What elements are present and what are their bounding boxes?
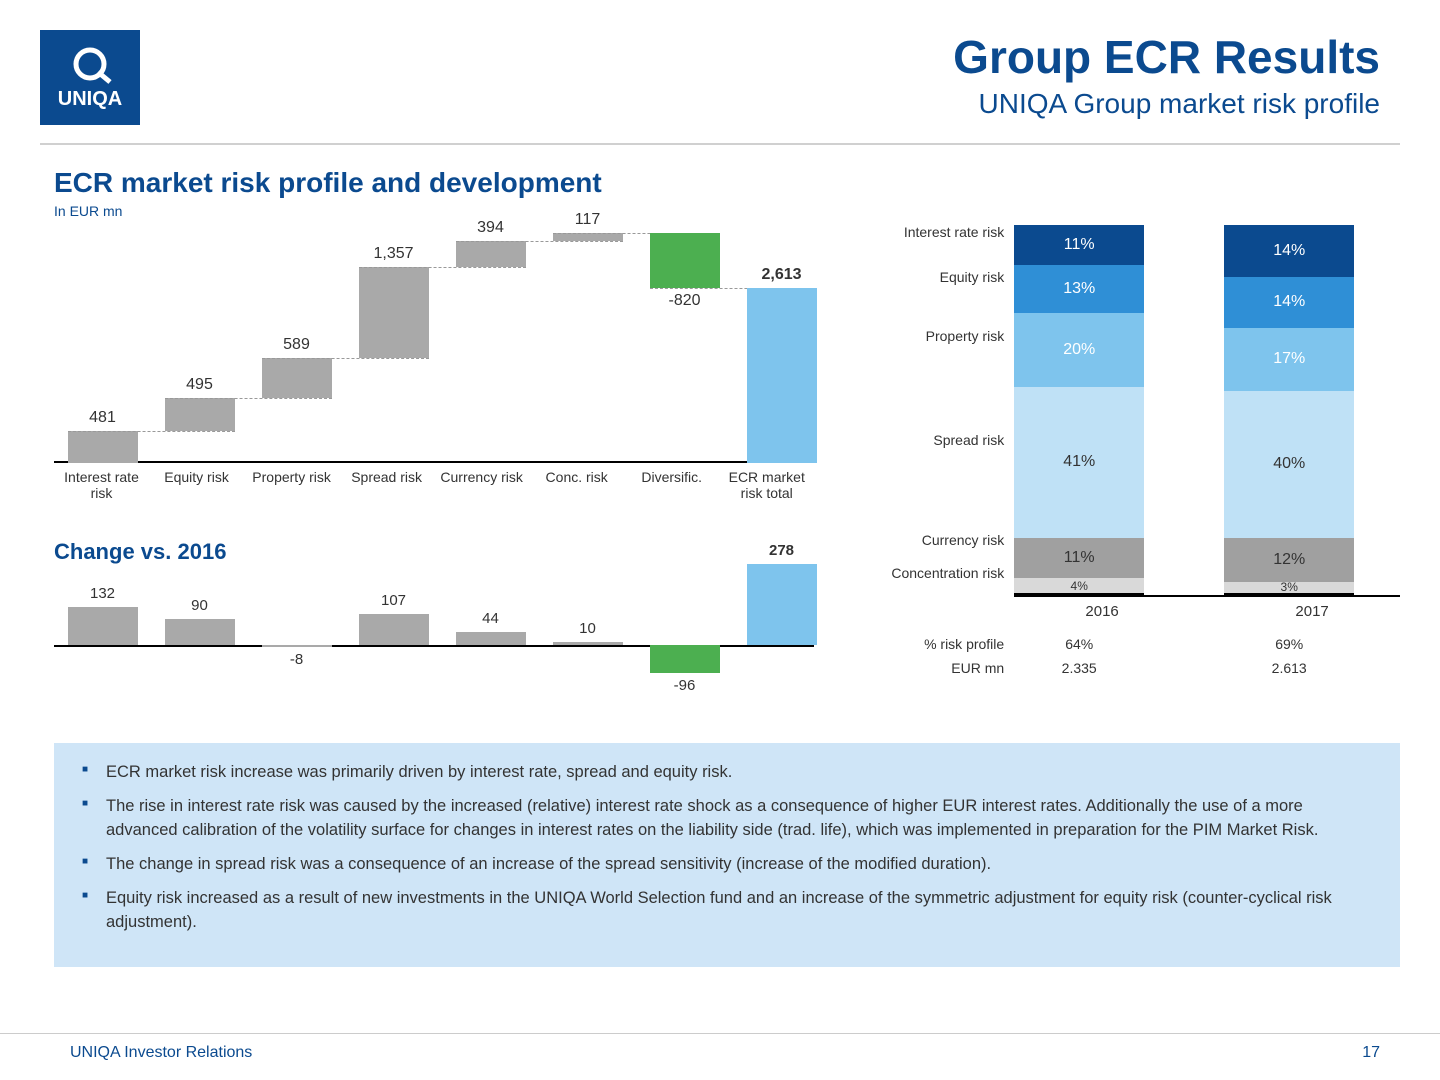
change-bar [262,645,332,647]
change-bar [165,619,235,645]
waterfall-connector [68,431,235,432]
waterfall-bar [553,233,623,241]
brand-logo: UNIQA [40,30,140,125]
waterfall-connector [262,358,429,359]
logo-glyph-icon [68,44,112,84]
stacked-segment: 11% [1014,538,1144,578]
waterfall-category: Spread risk [339,469,434,501]
change-value: 44 [446,610,536,627]
footer-left: UNIQA Investor Relations [70,1044,252,1062]
waterfall-bar [262,358,332,397]
waterfall-category: Conc. risk [529,469,624,501]
waterfall-bar [68,431,138,463]
stacked-segment: 41% [1014,387,1144,538]
change-bar [68,607,138,645]
change-value: 132 [58,585,148,602]
change-bar [553,642,623,645]
note-item: ECR market risk increase was primarily d… [82,761,1372,785]
change-chart-title: Change vs. 2016 [54,539,814,565]
stacked-segment-label: Equity risk [854,269,1004,285]
footer-page: 17 [1362,1044,1380,1062]
stacked-segment: 4% [1014,578,1144,593]
waterfall-category: Diversific. [624,469,719,501]
waterfall-connector [359,267,526,268]
change-bar [650,645,720,673]
change-chart: 13290-81074410-96278 [54,575,814,715]
waterfall-category: Interest rate risk [54,469,149,501]
stacked-bars: 11%13%20%41%11%4%14%14%17%40%12%3% [1014,225,1354,595]
stacked-year-row: 2016 2017 [1014,603,1400,620]
stacked-segment-label: Currency risk [854,532,1004,548]
note-item: The rise in interest rate risk was cause… [82,795,1372,843]
waterfall-value: 394 [446,219,536,237]
section-title: ECR market risk profile and development [54,167,1400,199]
change-value: 278 [737,542,827,559]
stacked-segment: 3% [1224,582,1354,593]
change-value: -8 [252,651,342,668]
waterfall-category: Equity risk [149,469,244,501]
stacked-segment-label: Property risk [854,328,1004,344]
waterfall-bar [650,233,720,288]
section-unit: In EUR mn [54,203,1400,219]
waterfall-category: Property risk [244,469,339,501]
change-bar [747,564,817,645]
change-value: 107 [349,592,439,609]
change-value: 90 [155,597,245,614]
stacked-segment-label: Interest rate risk [854,224,1004,240]
stacked-year-label: 2017 [1247,603,1377,620]
risk-profile-value: 69% [1224,636,1354,652]
stacked-segment: 13% [1014,265,1144,313]
stacked-segment-label: Concentration risk [854,565,1004,581]
note-item: Equity risk increased as a result of new… [82,887,1372,935]
change-bar [359,614,429,645]
change-value: 10 [543,620,633,637]
waterfall-connector [456,241,623,242]
waterfall-xaxis: Interest rate riskEquity riskProperty ri… [54,469,814,501]
waterfall-bar [359,267,429,358]
note-item: The change in spread risk was a conseque… [82,853,1372,877]
stacked-segment: 20% [1014,313,1144,387]
risk-profile-label: % risk profile [854,636,1014,652]
page-title: Group ECR Results [953,30,1380,84]
waterfall-value: 117 [543,211,633,229]
stacked-bar: 14%14%17%40%12%3% [1224,225,1354,595]
brand-name: UNIQA [58,88,122,111]
waterfall-bar [747,288,817,463]
stacked-year-label: 2016 [1037,603,1167,620]
page-subtitle: UNIQA Group market risk profile [953,88,1380,120]
stacked-bar: 11%13%20%41%11%4% [1014,225,1144,595]
stacked-segment: 14% [1224,277,1354,329]
waterfall-category: Currency risk [434,469,529,501]
waterfall-value: -820 [640,292,730,310]
waterfall-bar [165,398,235,431]
notes-list: ECR market risk increase was primarily d… [82,761,1372,935]
eur-values: 2.335 2.613 [1014,660,1354,676]
waterfall-value: 2,613 [737,266,827,284]
change-bar [456,632,526,645]
waterfall-bar [456,241,526,267]
notes-box: ECR market risk increase was primarily d… [54,743,1400,967]
waterfall-value: 589 [252,336,342,354]
risk-profile-value: 64% [1014,636,1144,652]
stacked-segment: 17% [1224,328,1354,391]
stacked-segment: 12% [1224,538,1354,582]
stacked-segment: 11% [1014,225,1144,265]
stacked-segment: 40% [1224,391,1354,538]
risk-profile-values: 64% 69% [1014,636,1354,652]
stacked-segment-labels: Interest rate risk Equity risk Property ri… [854,225,1014,595]
eur-value: 2.613 [1224,660,1354,676]
waterfall-chart: 4814955891,357394117-8202,613 [54,233,814,463]
waterfall-category: ECR market risk total [719,469,814,501]
stacked-segment: 14% [1224,225,1354,277]
waterfall-value: 481 [58,409,148,427]
change-value: -96 [640,677,730,694]
waterfall-value: 1,357 [349,245,439,263]
waterfall-connector [165,398,332,399]
eur-value: 2.335 [1014,660,1144,676]
eur-label: EUR mn [854,660,1014,676]
waterfall-value: 495 [155,376,245,394]
stacked-segment-label: Spread risk [854,432,1004,448]
